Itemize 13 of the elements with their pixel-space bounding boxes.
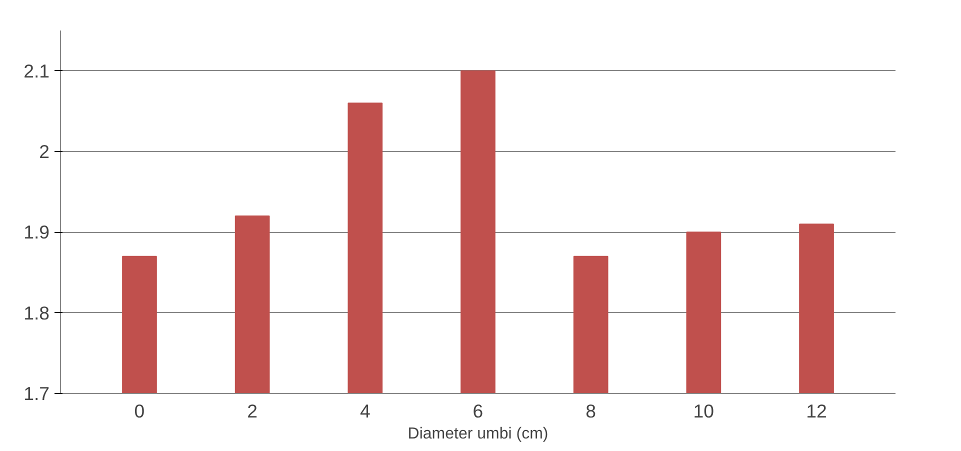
y-tick-label: 1.9 xyxy=(24,222,50,243)
x-tick-label: 2 xyxy=(247,400,258,422)
x-tick-label: 0 xyxy=(134,400,145,422)
x-tick-label: 12 xyxy=(806,400,827,422)
x-tick-label: 4 xyxy=(360,400,370,422)
y-tick-label: 1.7 xyxy=(24,383,50,404)
y-tick-label: 2.1 xyxy=(24,60,50,82)
x-tick-label: 6 xyxy=(472,400,484,422)
x-axis-title: Diameter umbi (cm) xyxy=(408,426,548,442)
x-tick-label: 10 xyxy=(693,400,714,422)
y-tick-label: 1.8 xyxy=(24,302,50,324)
y-tick-label: 2 xyxy=(39,141,50,162)
x-tick-label: 8 xyxy=(586,400,596,422)
